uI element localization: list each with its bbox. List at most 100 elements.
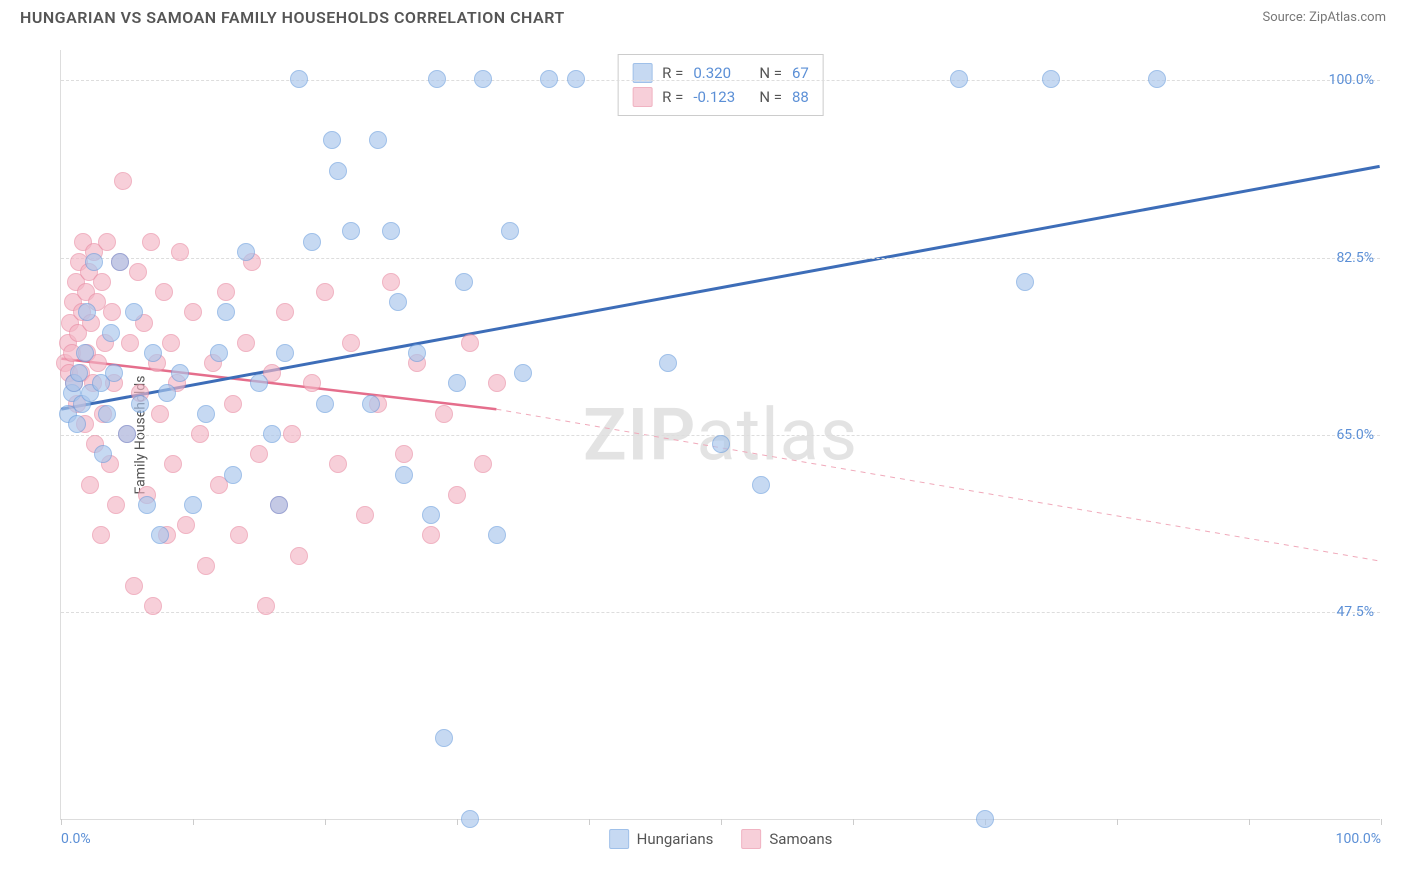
scatter-point xyxy=(514,364,532,382)
scatter-point xyxy=(121,334,139,352)
scatter-point xyxy=(197,405,215,423)
scatter-point xyxy=(323,131,341,149)
legend-r-label: R = xyxy=(662,88,683,106)
scatter-point xyxy=(567,70,585,88)
scatter-point xyxy=(461,810,479,828)
scatter-point xyxy=(184,303,202,321)
scatter-point xyxy=(303,374,321,392)
scatter-point xyxy=(93,273,111,291)
series-legend-item: Samoans xyxy=(741,829,832,849)
scatter-point xyxy=(712,435,730,453)
scatter-point xyxy=(98,233,116,251)
scatter-point xyxy=(422,506,440,524)
scatter-point xyxy=(197,557,215,575)
legend-row: R = 0.320 N = 67 xyxy=(632,61,809,85)
scatter-point xyxy=(177,516,195,534)
scatter-point xyxy=(114,172,132,190)
scatter-point xyxy=(540,70,558,88)
scatter-point xyxy=(144,597,162,615)
series-legend: Hungarians Samoans xyxy=(609,829,833,849)
scatter-point xyxy=(435,405,453,423)
scatter-point xyxy=(118,425,136,443)
scatter-point xyxy=(488,374,506,392)
x-tick xyxy=(61,819,62,825)
scatter-point xyxy=(369,131,387,149)
legend-n-label: N = xyxy=(759,64,782,82)
scatter-point xyxy=(389,293,407,311)
y-tick-label: 65.0% xyxy=(1336,427,1374,443)
scatter-point xyxy=(171,364,189,382)
scatter-point xyxy=(290,70,308,88)
scatter-point xyxy=(474,70,492,88)
x-tick xyxy=(193,819,194,825)
scatter-point xyxy=(138,496,156,514)
series-name: Hungarians xyxy=(637,830,714,848)
legend-swatch xyxy=(741,829,761,849)
x-tick xyxy=(589,819,590,825)
scatter-point xyxy=(144,344,162,362)
scatter-point xyxy=(111,253,129,271)
scatter-point xyxy=(1148,70,1166,88)
x-tick xyxy=(853,819,854,825)
correlation-legend: R = 0.320 N = 67 R = -0.123 N = 88 xyxy=(617,54,824,116)
scatter-point xyxy=(155,283,173,301)
scatter-point xyxy=(276,303,294,321)
scatter-point xyxy=(250,445,268,463)
scatter-point xyxy=(151,526,169,544)
scatter-point xyxy=(461,334,479,352)
scatter-point xyxy=(68,415,86,433)
legend-r-value: 0.320 xyxy=(693,64,749,82)
scatter-point xyxy=(105,364,123,382)
scatter-point xyxy=(164,455,182,473)
x-tick xyxy=(1381,819,1382,825)
chart-title: HUNGARIAN VS SAMOAN FAMILY HOUSEHOLDS CO… xyxy=(20,8,565,27)
scatter-point xyxy=(158,384,176,402)
scatter-point xyxy=(129,263,147,281)
y-tick-label: 82.5% xyxy=(1336,250,1374,266)
scatter-point xyxy=(257,597,275,615)
series-legend-item: Hungarians xyxy=(609,829,714,849)
scatter-point xyxy=(316,395,334,413)
scatter-point xyxy=(455,273,473,291)
scatter-point xyxy=(102,324,120,342)
scatter-point xyxy=(270,496,288,514)
scatter-point xyxy=(382,222,400,240)
legend-r-value: -0.123 xyxy=(693,88,749,106)
y-tick-label: 100.0% xyxy=(1329,72,1374,88)
scatter-point xyxy=(362,395,380,413)
scatter-point xyxy=(382,273,400,291)
scatter-point xyxy=(98,405,116,423)
scatter-point xyxy=(488,526,506,544)
legend-n-label: N = xyxy=(759,88,782,106)
scatter-point xyxy=(435,729,453,747)
scatter-point xyxy=(162,334,180,352)
legend-n-value: 88 xyxy=(792,88,809,106)
x-tick-label: 0.0% xyxy=(61,831,91,847)
scatter-point xyxy=(395,466,413,484)
x-tick-label: 100.0% xyxy=(1336,831,1381,847)
scatter-point xyxy=(250,374,268,392)
chart-plot-area: Family Households ZIPatlas R = 0.320 N =… xyxy=(60,50,1380,820)
scatter-point xyxy=(125,303,143,321)
x-tick xyxy=(1249,819,1250,825)
scatter-point xyxy=(659,354,677,372)
scatter-point xyxy=(78,303,96,321)
gridline xyxy=(61,80,1380,81)
scatter-point xyxy=(356,506,374,524)
scatter-point xyxy=(184,496,202,514)
scatter-point xyxy=(94,445,112,463)
legend-n-value: 67 xyxy=(792,64,809,82)
scatter-point xyxy=(92,526,110,544)
scatter-point xyxy=(395,445,413,463)
scatter-point xyxy=(448,374,466,392)
scatter-point xyxy=(342,222,360,240)
scatter-point xyxy=(85,253,103,271)
scatter-point xyxy=(474,455,492,473)
scatter-point xyxy=(752,476,770,494)
scatter-point xyxy=(142,233,160,251)
scatter-point xyxy=(501,222,519,240)
legend-swatch xyxy=(609,829,629,849)
scatter-point xyxy=(191,425,209,443)
legend-r-label: R = xyxy=(662,64,683,82)
x-tick xyxy=(457,819,458,825)
